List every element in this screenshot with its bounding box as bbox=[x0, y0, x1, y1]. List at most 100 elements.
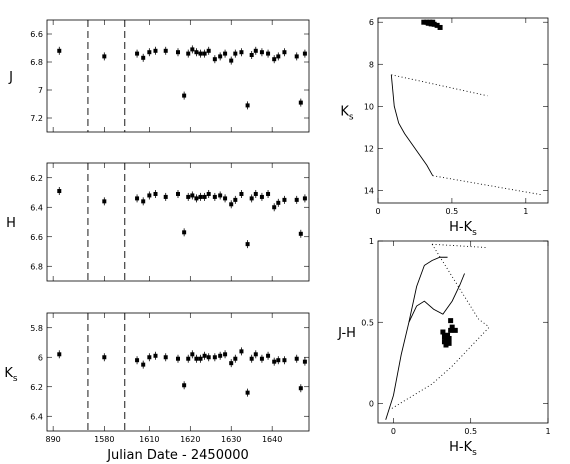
data-point bbox=[57, 352, 62, 357]
data-point bbox=[233, 51, 238, 56]
star-point bbox=[440, 329, 446, 335]
data-point bbox=[163, 194, 168, 199]
x-tick-label: 1 bbox=[523, 207, 528, 216]
y-axis-label: H bbox=[6, 216, 16, 231]
y-axis-label: Ks bbox=[4, 366, 18, 384]
dwarf-sequence-curve bbox=[385, 273, 465, 420]
data-point bbox=[176, 50, 180, 55]
x-tick-label: 1580 bbox=[94, 435, 114, 444]
data-point bbox=[190, 47, 195, 52]
data-point bbox=[135, 196, 140, 201]
data-point bbox=[194, 356, 199, 361]
star-point bbox=[437, 24, 443, 30]
y-axis-label-sub: s bbox=[349, 113, 354, 123]
data-point bbox=[202, 51, 207, 56]
isochrone-curve bbox=[390, 74, 434, 176]
y-tick-label: 8 bbox=[369, 60, 374, 69]
data-point bbox=[212, 355, 217, 360]
data-point bbox=[272, 57, 277, 62]
dotted-line bbox=[432, 175, 541, 196]
data-point bbox=[294, 197, 299, 202]
data-point bbox=[57, 189, 62, 194]
data-point bbox=[253, 48, 258, 53]
data-point bbox=[186, 194, 191, 199]
data-point bbox=[276, 358, 281, 363]
axes-frame bbox=[377, 240, 549, 424]
data-point bbox=[249, 53, 254, 57]
star-point bbox=[428, 21, 434, 27]
star-point bbox=[448, 318, 454, 324]
y-tick-label: 5.8 bbox=[30, 324, 43, 333]
y-tick-label: 6.8 bbox=[30, 58, 43, 67]
y-axis-label-sub: s bbox=[13, 374, 18, 384]
data-point bbox=[282, 50, 287, 55]
x-tick-label: 0.5 bbox=[446, 207, 459, 216]
x-axis-label-sub: s bbox=[472, 448, 477, 458]
data-point bbox=[206, 191, 211, 196]
data-point bbox=[245, 242, 250, 247]
y-tick-label: 10 bbox=[364, 102, 374, 111]
y-axis-label: J-H bbox=[337, 326, 356, 341]
y-axis-label-main: K bbox=[4, 366, 13, 381]
data-point bbox=[163, 355, 168, 360]
data-point bbox=[266, 353, 271, 358]
data-point bbox=[239, 191, 244, 196]
reddening-line bbox=[431, 244, 490, 328]
y-axis-label-main: H bbox=[6, 216, 16, 231]
data-point bbox=[206, 355, 211, 360]
data-point bbox=[294, 54, 299, 59]
data-point bbox=[223, 196, 228, 201]
data-point bbox=[302, 51, 307, 56]
axes-frame bbox=[377, 17, 549, 204]
x-tick-label: 890 bbox=[46, 435, 61, 444]
data-point bbox=[194, 50, 199, 55]
data-point bbox=[135, 358, 140, 363]
y-tick-label: 14 bbox=[364, 186, 374, 195]
x-tick-label: 0 bbox=[391, 427, 396, 436]
data-point bbox=[176, 356, 180, 361]
y-axis-label: Ks bbox=[340, 105, 354, 123]
data-point bbox=[147, 193, 152, 198]
data-point bbox=[223, 51, 228, 56]
x-tick-label: 1610 bbox=[139, 435, 159, 444]
data-point bbox=[190, 352, 195, 357]
axes-frame bbox=[46, 162, 310, 282]
data-point bbox=[245, 103, 250, 108]
data-point bbox=[198, 194, 203, 199]
lightcurve-j-panel: 6.6 6.8 7 7.2 J bbox=[8, 19, 310, 133]
data-point bbox=[239, 349, 244, 354]
data-point bbox=[253, 191, 258, 196]
data-point bbox=[141, 199, 146, 204]
data-point bbox=[212, 194, 217, 199]
data-point bbox=[190, 193, 195, 198]
data-point bbox=[282, 358, 287, 363]
data-point bbox=[57, 48, 62, 53]
data-point bbox=[218, 193, 223, 198]
x-axis-label-main: H-K bbox=[449, 220, 472, 235]
data-point bbox=[141, 55, 146, 60]
star-point bbox=[441, 334, 447, 340]
data-point bbox=[229, 361, 234, 366]
data-point bbox=[276, 54, 281, 59]
x-axis-label-main: Julian Date - 2450000 bbox=[106, 448, 249, 463]
x-tick-label: 1 bbox=[545, 427, 550, 436]
reddening-line bbox=[432, 243, 487, 248]
star-point bbox=[445, 332, 451, 338]
x-axis-label-sub: s bbox=[472, 228, 477, 238]
data-point bbox=[266, 191, 271, 196]
data-point bbox=[147, 50, 152, 55]
data-point bbox=[229, 58, 234, 63]
data-point bbox=[259, 50, 264, 55]
y-tick-label: 1 bbox=[369, 237, 374, 246]
star-point bbox=[448, 327, 454, 333]
data-point bbox=[302, 196, 307, 201]
x-axis-label: H-Ks bbox=[449, 220, 477, 238]
data-point bbox=[272, 205, 277, 210]
giant-branch-curve bbox=[408, 256, 448, 323]
star-point bbox=[441, 339, 447, 345]
star-point bbox=[425, 20, 431, 26]
color-color-panel: 0 0.5 1 0 0.5 1 J-H H-Ks bbox=[337, 237, 550, 458]
star-point bbox=[446, 340, 452, 346]
